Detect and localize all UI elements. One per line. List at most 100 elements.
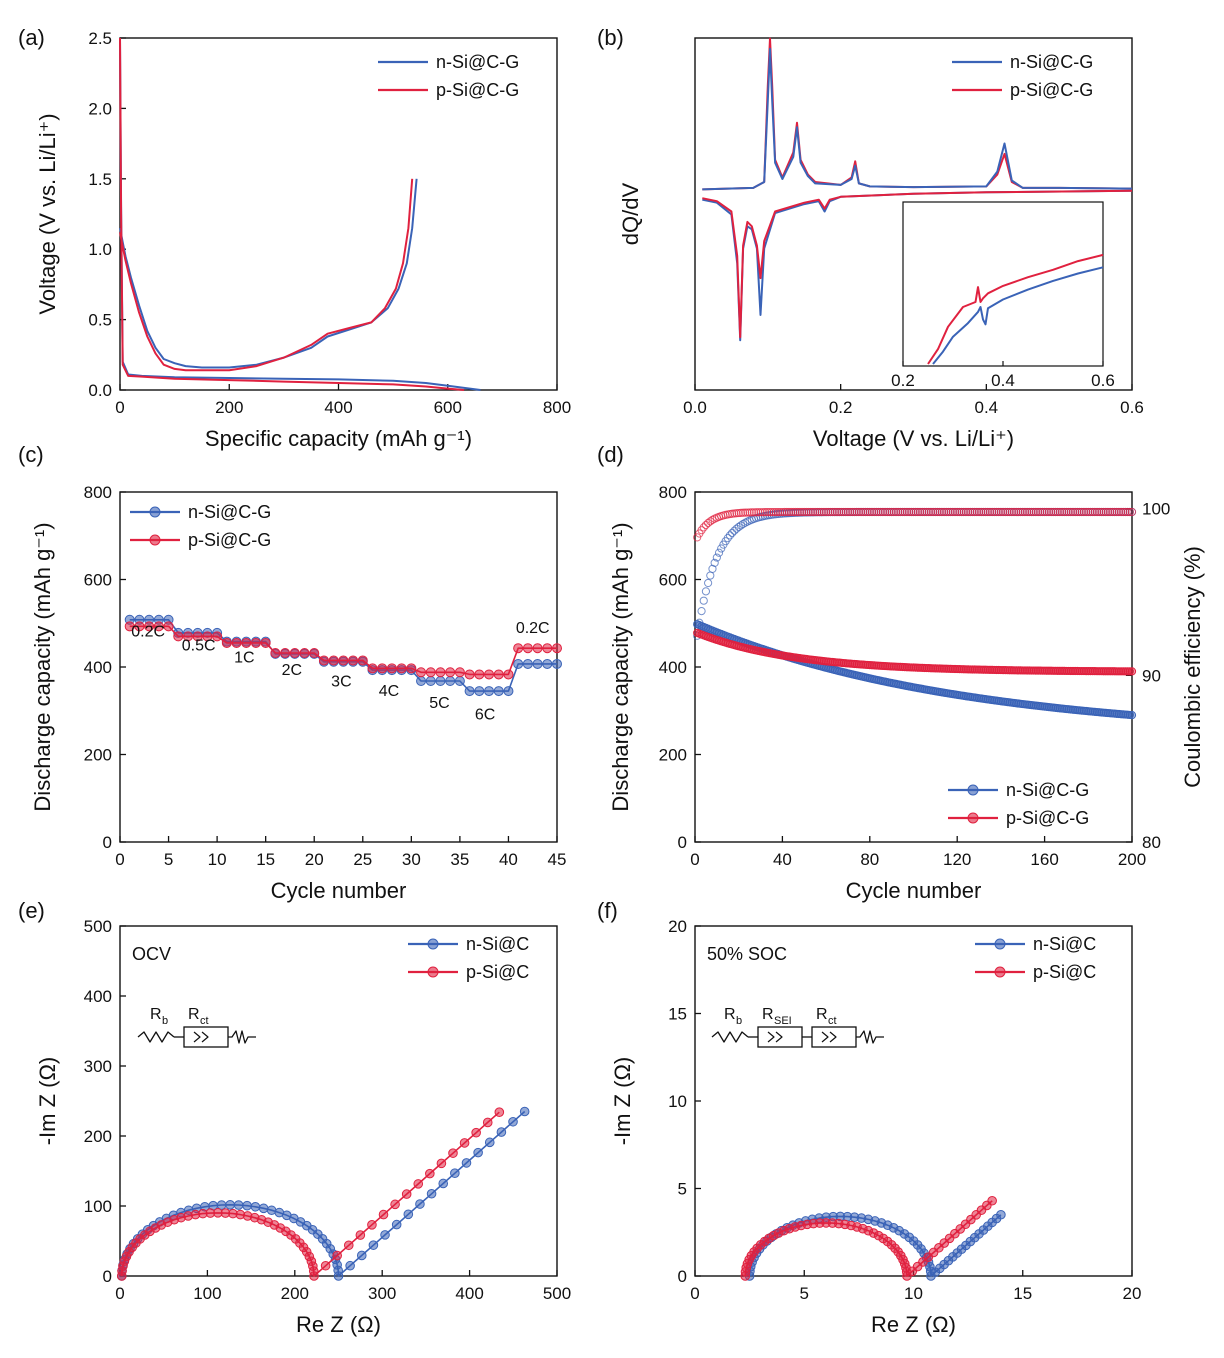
- ce-point-d: [734, 522, 743, 532]
- x-axis-label-f: Re Z (Ω): [871, 1312, 956, 1337]
- legend-label-c: p-Si@C-G: [188, 530, 271, 550]
- ce-point-d: [793, 507, 802, 517]
- data-point-c: [445, 667, 456, 678]
- capacity-point-d: [1108, 667, 1117, 676]
- ce-point-d: [942, 507, 951, 517]
- ce-point-d: [728, 528, 737, 538]
- capacity-point-d: [992, 665, 1001, 675]
- ce-point-d: [854, 507, 863, 517]
- capacity-point-d: [1127, 667, 1137, 676]
- ce-point-d: [964, 507, 973, 517]
- y-tick-label-f: 10: [668, 1092, 687, 1111]
- capacity-point-d: [894, 662, 903, 671]
- data-point-c: [474, 669, 485, 680]
- circuit-sub-e: b: [162, 1015, 168, 1027]
- ce-point-d: [959, 507, 968, 517]
- ce-point-d: [981, 507, 990, 517]
- legend-marker-e: [427, 966, 439, 978]
- ce-point-d: [1005, 507, 1014, 517]
- ce-point-d: [985, 507, 995, 517]
- rate-label-c: 4C: [379, 683, 399, 700]
- data-point-c: [299, 648, 310, 658]
- capacity-point-d: [909, 663, 918, 672]
- data-point-c: [270, 648, 281, 658]
- inset-series-b: [932, 266, 1104, 365]
- ce-point-d: [1123, 507, 1132, 517]
- data-point-c: [241, 637, 252, 648]
- data-point-c: [416, 676, 427, 686]
- panel-label-c: (c): [18, 442, 44, 467]
- capacity-point-d: [1110, 667, 1119, 676]
- ce-point-d: [948, 507, 957, 517]
- ce-point-d: [765, 508, 774, 517]
- ce-point-d: [1001, 507, 1010, 517]
- ce-point-d: [1018, 507, 1027, 517]
- data-point-c: [513, 658, 524, 669]
- ce-point-d: [944, 507, 953, 517]
- nyquist-point-e: [471, 1127, 481, 1138]
- y-tick-label-e: 0: [103, 1267, 112, 1286]
- legend-label-b: n-Si@C-G: [1010, 52, 1093, 72]
- ce-point-d: [824, 507, 833, 517]
- y-tick-label-f: 0: [678, 1267, 687, 1286]
- capacity-point-d: [1057, 666, 1067, 675]
- capacity-point-d: [1012, 666, 1021, 675]
- data-point-c: [445, 676, 456, 686]
- data-point-c: [192, 631, 203, 642]
- ce-point-d: [1051, 507, 1060, 517]
- ce-point-d: [1014, 507, 1023, 517]
- capacity-point-d: [1027, 666, 1036, 675]
- data-point-c: [367, 663, 378, 674]
- capacity-point-d: [935, 664, 944, 673]
- ce-point-d: [843, 507, 853, 517]
- data-point-c: [202, 631, 213, 642]
- y-axis-label-a: Voltage (V vs. Li/Li⁺): [35, 113, 60, 314]
- capacity-point-d: [1114, 667, 1123, 676]
- ce-point-d: [1060, 507, 1069, 517]
- capacity-point-d: [1112, 667, 1121, 676]
- ce-point-d: [955, 507, 964, 517]
- ce-point-d: [1092, 507, 1102, 517]
- capacity-point-d: [942, 664, 951, 673]
- y-tick-label-d: 200: [659, 746, 687, 765]
- capacity-point-d: [985, 665, 995, 674]
- y-tick-label-a: 2.5: [88, 29, 112, 48]
- legend-label-b: p-Si@C-G: [1010, 80, 1093, 100]
- capacity-point-d: [900, 663, 909, 672]
- capacity-point-d: [926, 664, 936, 673]
- ce-point-d: [891, 507, 901, 517]
- capacity-point-d: [1123, 667, 1132, 676]
- data-point-c: [250, 637, 261, 648]
- capacity-point-d: [946, 664, 955, 673]
- nyquist-point-e: [332, 1250, 342, 1261]
- ce-point-d: [1079, 507, 1089, 517]
- x-tick-label-c: 5: [164, 850, 173, 869]
- x-tick-label-d: 80: [860, 850, 879, 869]
- nyquist-point-e: [450, 1168, 460, 1178]
- capacity-point-d: [924, 664, 933, 673]
- ce-point-d: [784, 507, 794, 517]
- ce-point-d: [832, 507, 842, 517]
- ce-point-d: [817, 507, 826, 517]
- data-point-c: [348, 655, 359, 666]
- circuit-sub-f: b: [736, 1015, 742, 1027]
- data-point-c: [231, 637, 242, 648]
- data-point-c: [289, 648, 300, 658]
- ce-point-d: [883, 507, 892, 517]
- ce-point-d: [1090, 507, 1099, 517]
- data-point-c: [532, 658, 543, 669]
- ce-point-d: [1082, 507, 1091, 517]
- y-tick-label-e: 100: [84, 1197, 112, 1216]
- ce-point-d: [738, 508, 748, 517]
- circuit-sub-e: ct: [200, 1015, 209, 1027]
- ce-point-d: [1066, 507, 1075, 517]
- capacity-point-d: [970, 665, 979, 674]
- y-tick-label-f: 15: [668, 1005, 687, 1024]
- rate-label-c: 0.2C: [516, 620, 550, 637]
- ce-point-d: [1075, 507, 1084, 517]
- data-point-c: [503, 669, 514, 680]
- ce-point-d: [1099, 507, 1108, 517]
- ce-point-d: [1042, 507, 1051, 517]
- ce-point-d: [920, 507, 929, 517]
- x-tick-label-c: 45: [548, 850, 567, 869]
